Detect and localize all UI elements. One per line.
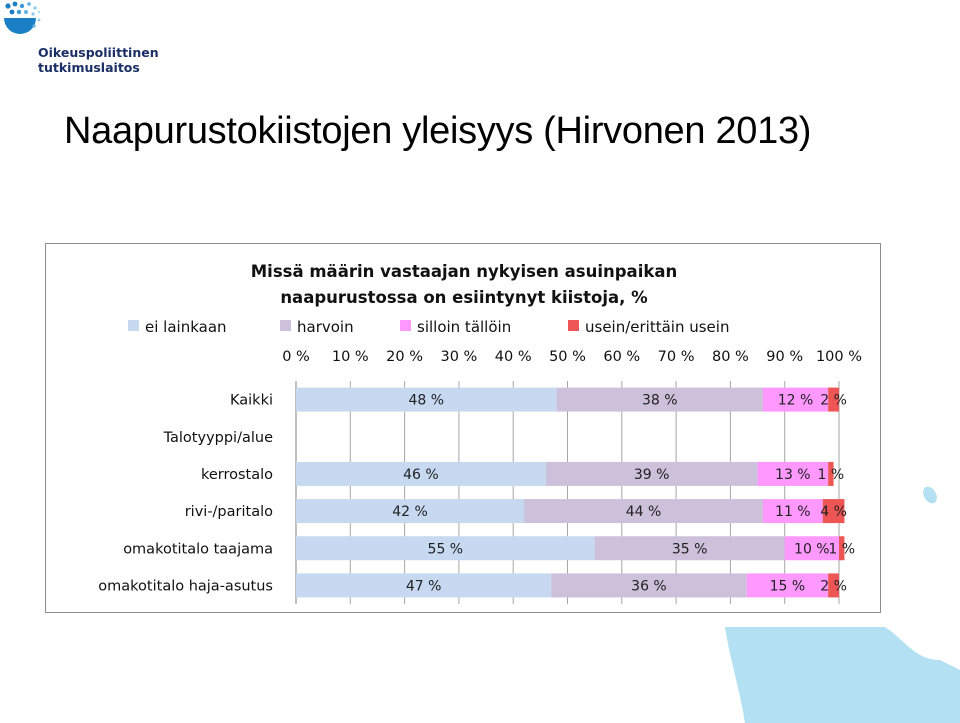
x-tick-label: 100 % [816,349,862,365]
legend-label: ei lainkaan [145,318,227,336]
institute-name-line1: Oikeuspoliittinen [38,45,159,60]
data-label: 47 % [406,578,442,594]
data-label: 2 % [820,578,847,594]
data-label: 48 % [409,393,445,409]
legend-swatch [400,320,411,331]
bar-segment [594,536,785,561]
x-tick-label: 90 % [766,349,803,365]
data-label: 2 % [820,393,847,409]
bar-segment [296,387,557,412]
x-tick-label: 0 % [282,349,310,365]
bar-segment [524,499,763,524]
data-label: 44 % [626,504,662,520]
bar-segment [757,461,829,486]
bar-segment [828,573,839,598]
x-tick-label: 30 % [440,349,477,365]
x-tick-label: 20 % [386,349,423,365]
dotted-globe-icon [4,1,41,34]
chart-title-line: Missä määrin vastaajan nykyisen asuinpai… [251,262,677,281]
bar-segment [556,387,763,412]
bar-segment [551,573,747,598]
bar-segment [762,387,829,412]
data-label: 35 % [672,541,708,557]
data-label: 10 % [794,541,830,557]
institute-name: Oikeuspoliittinen tutkimuslaitos [38,45,159,75]
bar-segment [296,499,525,524]
chart-title-line: naapurustossa on esiintynyt kiistoja, % [280,288,648,307]
data-label: 55 % [428,541,464,557]
category-label: Kaikki [230,393,273,409]
bar-segment [828,387,839,412]
bar-segment [296,461,546,486]
data-label: 39 % [634,467,670,483]
category-label: Talotyyppi/alue [163,430,274,446]
x-tick-label: 70 % [658,349,695,365]
bar-segment [296,573,552,598]
x-tick-label: 10 % [332,349,369,365]
institute-name-line2: tutkimuslaitos [38,60,140,75]
legend-label: usein/erittäin usein [585,318,729,336]
data-label: 38 % [642,393,678,409]
x-tick-label: 40 % [495,349,532,365]
legend-swatch [568,320,579,331]
data-label: 1 % [818,467,845,483]
data-label: 36 % [631,578,667,594]
bar-segment [545,461,758,486]
bar-segment [784,536,839,561]
category-label: rivi-/paritalo [185,504,273,520]
slide-title: Naapurustokiistojen yleisyys (Hirvonen 2… [64,110,812,152]
data-label: 42 % [392,504,428,520]
category-label: omakotitalo haja-asutus [98,578,273,594]
x-tick-label: 60 % [603,349,640,365]
chart-frame: Missä määrin vastaajan nykyisen asuinpai… [45,243,881,613]
data-label: 46 % [403,467,439,483]
data-label: 1 % [828,541,855,557]
bar-segment [839,536,845,561]
category-label: kerrostalo [201,467,273,483]
bar-segment [296,536,595,561]
bar-segment [746,573,829,598]
legend-swatch [280,320,291,331]
legend-label: silloin tällöin [417,318,511,336]
data-label: 11 % [775,504,811,520]
legend-label: harvoin [297,318,354,336]
bar-segment [762,499,823,524]
legend-swatch [128,320,139,331]
stacked-bar-chart: Missä määrin vastaajan nykyisen asuinpai… [98,262,862,604]
bar-segment [822,499,845,524]
data-label: 13 % [775,467,811,483]
institute-logo-icon [4,1,41,34]
data-label: 12 % [778,393,814,409]
decorative-dots-shape [725,486,960,723]
x-tick-label: 50 % [549,349,586,365]
data-label: 4 % [820,504,847,520]
x-tick-label: 80 % [712,349,749,365]
data-label: 15 % [770,578,806,594]
category-label: omakotitalo taajama [123,541,273,557]
bar-segment [828,461,834,486]
